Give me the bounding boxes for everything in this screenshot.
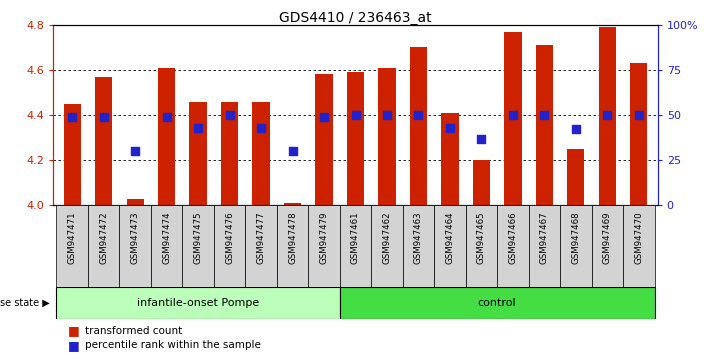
Text: GSM947468: GSM947468 <box>572 212 580 264</box>
Point <box>444 125 456 131</box>
Text: disease state ▶: disease state ▶ <box>0 298 50 308</box>
Point <box>570 127 582 132</box>
Point <box>507 112 518 118</box>
Bar <box>56 205 88 287</box>
Text: percentile rank within the sample: percentile rank within the sample <box>85 340 261 350</box>
Text: GSM947476: GSM947476 <box>225 212 234 264</box>
Text: GSM947475: GSM947475 <box>193 212 203 264</box>
Bar <box>378 68 395 205</box>
Bar <box>158 68 176 205</box>
Point <box>381 112 392 118</box>
Text: GSM947467: GSM947467 <box>540 212 549 264</box>
Bar <box>277 205 309 287</box>
Point <box>129 148 141 154</box>
Bar <box>63 104 81 205</box>
Point <box>224 112 235 118</box>
Text: GSM947462: GSM947462 <box>383 212 392 264</box>
Point <box>193 125 204 131</box>
Text: ■: ■ <box>68 339 80 352</box>
Bar <box>189 102 207 205</box>
Bar <box>528 205 560 287</box>
Bar <box>245 205 277 287</box>
Point <box>350 112 361 118</box>
Bar <box>592 205 623 287</box>
Bar <box>535 45 553 205</box>
Bar <box>347 72 364 205</box>
Bar <box>214 205 245 287</box>
Bar <box>410 47 427 205</box>
Bar <box>434 205 466 287</box>
Text: transformed count: transformed count <box>85 326 183 336</box>
Bar <box>504 32 522 205</box>
Bar <box>340 287 655 319</box>
Bar <box>473 160 490 205</box>
Bar <box>221 102 238 205</box>
Bar <box>630 63 648 205</box>
Point <box>633 112 644 118</box>
Bar <box>56 287 340 319</box>
Point <box>476 136 487 141</box>
Point <box>98 114 109 120</box>
Text: infantile-onset Pompe: infantile-onset Pompe <box>137 298 260 308</box>
Text: GSM947463: GSM947463 <box>414 212 423 264</box>
Text: GSM947478: GSM947478 <box>288 212 297 264</box>
Bar <box>127 199 144 205</box>
Text: GSM947479: GSM947479 <box>319 212 328 264</box>
Bar <box>284 203 301 205</box>
Bar <box>119 205 151 287</box>
Bar <box>340 205 371 287</box>
Bar <box>95 77 112 205</box>
Point <box>602 112 613 118</box>
Point <box>319 114 330 120</box>
Bar <box>88 205 119 287</box>
Text: GDS4410 / 236463_at: GDS4410 / 236463_at <box>279 11 432 25</box>
Text: ■: ■ <box>68 325 80 337</box>
Text: control: control <box>478 298 516 308</box>
Bar <box>442 113 459 205</box>
Bar <box>466 205 497 287</box>
Bar <box>623 205 655 287</box>
Bar <box>560 205 592 287</box>
Bar <box>599 27 616 205</box>
Text: GSM947465: GSM947465 <box>477 212 486 264</box>
Point <box>413 112 424 118</box>
Bar <box>402 205 434 287</box>
Point <box>539 112 550 118</box>
Bar <box>309 205 340 287</box>
Point <box>287 148 298 154</box>
Text: GSM947466: GSM947466 <box>508 212 518 264</box>
Point <box>67 114 78 120</box>
Text: GSM947472: GSM947472 <box>100 212 108 264</box>
Text: GSM947474: GSM947474 <box>162 212 171 264</box>
Bar <box>371 205 402 287</box>
Text: GSM947471: GSM947471 <box>68 212 77 264</box>
Point <box>255 125 267 131</box>
Point <box>161 114 172 120</box>
Text: GSM947473: GSM947473 <box>131 212 139 264</box>
Bar <box>497 205 528 287</box>
Text: GSM947461: GSM947461 <box>351 212 360 264</box>
Text: GSM947469: GSM947469 <box>603 212 611 264</box>
Text: GSM947470: GSM947470 <box>634 212 643 264</box>
Bar <box>316 74 333 205</box>
Text: GSM947477: GSM947477 <box>257 212 266 264</box>
Bar <box>567 149 584 205</box>
Text: GSM947464: GSM947464 <box>445 212 454 264</box>
Bar <box>151 205 183 287</box>
Bar <box>252 102 269 205</box>
Bar <box>183 205 214 287</box>
